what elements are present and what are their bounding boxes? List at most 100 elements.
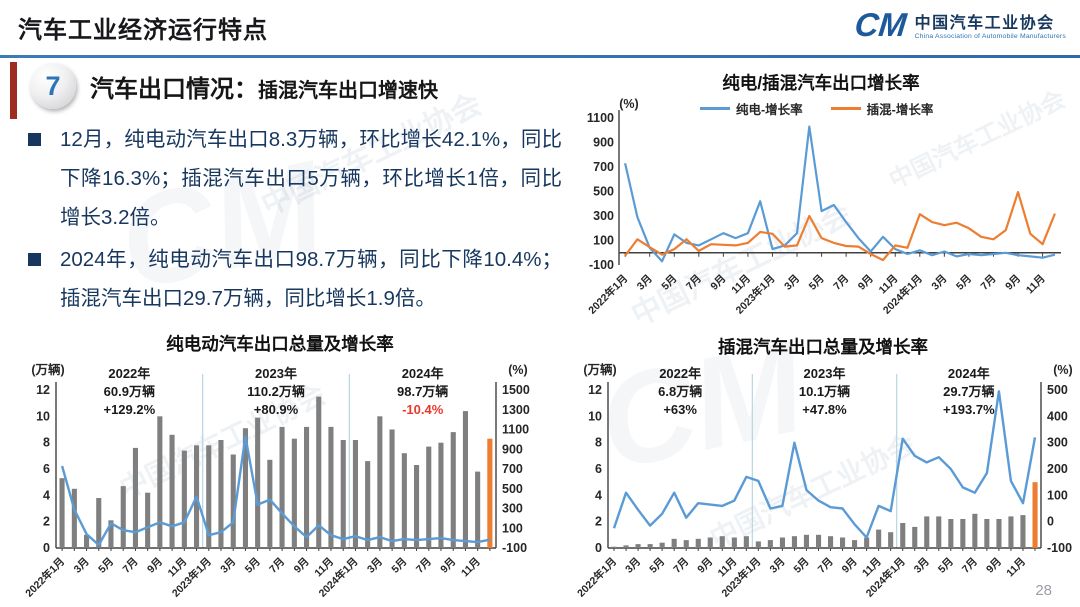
- export-bar: [377, 416, 383, 548]
- section-accent-bar: [10, 62, 17, 119]
- svg-text:3月: 3月: [929, 273, 949, 293]
- svg-text:0: 0: [595, 541, 602, 555]
- svg-text:-100: -100: [1047, 541, 1072, 555]
- legend-label: 纯电-增长率: [736, 103, 803, 117]
- export-bar: [426, 446, 432, 548]
- growth-line: [612, 390, 1037, 539]
- logo-name-en: China Association of Automobile Manufact…: [914, 33, 1066, 40]
- svg-text:5月: 5月: [807, 273, 827, 293]
- legend-item-bev: 纯电-增长率: [700, 99, 803, 118]
- export-bar: [59, 478, 65, 548]
- svg-text:400: 400: [1047, 409, 1068, 423]
- svg-text:11月: 11月: [1024, 273, 1048, 297]
- svg-text:900: 900: [502, 442, 523, 456]
- line-series: [624, 190, 1056, 262]
- phev-exports-chart-canvas: 0 2 4 6 8 10 12 -100 0 100 200 300 400 500 (万辆) (%) 2022…: [574, 362, 1072, 600]
- svg-text:0: 0: [43, 541, 50, 555]
- export-bar: [340, 440, 346, 548]
- svg-text:7月: 7月: [414, 556, 434, 576]
- svg-text:7月: 7月: [671, 556, 691, 576]
- svg-text:8: 8: [43, 436, 50, 450]
- section-heading: 7 汽车出口情况：插混汽车出口增速快: [30, 63, 438, 109]
- annotation-growth: +63%: [663, 402, 697, 417]
- export-bar: [84, 534, 90, 548]
- svg-text:2022年1月: 2022年1月: [23, 555, 68, 600]
- svg-text:500: 500: [1047, 383, 1068, 397]
- export-bar: [936, 516, 942, 548]
- annotation-growth: +193.7%: [943, 402, 995, 417]
- svg-text:300: 300: [593, 209, 614, 223]
- svg-text:7月: 7月: [831, 273, 851, 293]
- export-bar: [108, 520, 114, 548]
- export-bar: [767, 540, 773, 548]
- legend-item-phev: 插混-增长率: [830, 99, 933, 118]
- svg-text:5月: 5月: [936, 556, 956, 576]
- export-bar: [291, 438, 297, 548]
- svg-text:12: 12: [588, 383, 602, 397]
- svg-text:2022年1月: 2022年1月: [586, 272, 631, 316]
- svg-text:1500: 1500: [502, 383, 530, 397]
- svg-text:200: 200: [1047, 462, 1068, 476]
- svg-text:12: 12: [36, 383, 50, 397]
- svg-text:3月: 3月: [623, 556, 643, 576]
- export-bar: [279, 426, 285, 548]
- export-bar: [743, 536, 749, 548]
- export-bar: [1020, 515, 1026, 548]
- svg-text:4: 4: [595, 488, 602, 502]
- export-bar: [475, 471, 481, 548]
- svg-text:4: 4: [43, 488, 50, 502]
- annotation-total: 110.2万辆: [247, 384, 305, 399]
- chart-title-growth-comparison: 纯电/插混汽车出口增长率: [722, 73, 920, 93]
- svg-text:9月: 9月: [695, 556, 715, 576]
- export-bar: [659, 542, 665, 548]
- export-bar: [71, 488, 77, 549]
- svg-text:300: 300: [1047, 436, 1068, 450]
- svg-text:11月: 11月: [459, 556, 483, 580]
- export-bar: [487, 438, 493, 548]
- section-number-badge: 7: [30, 63, 76, 109]
- svg-text:7月: 7月: [960, 556, 980, 576]
- svg-text:9月: 9月: [145, 556, 165, 576]
- svg-text:100: 100: [1047, 488, 1068, 502]
- export-bar: [438, 442, 444, 548]
- export-bar: [816, 534, 822, 548]
- svg-text:-100: -100: [589, 258, 614, 272]
- line-series: [624, 125, 1056, 263]
- svg-text:700: 700: [593, 160, 614, 174]
- svg-text:9月: 9月: [1003, 273, 1023, 293]
- svg-text:100: 100: [593, 234, 614, 248]
- export-bar: [218, 440, 224, 548]
- page-number: 28: [1035, 582, 1052, 599]
- export-bar: [316, 396, 322, 548]
- export-bar: [731, 537, 737, 548]
- section-subtitle: 插混汽车出口增速快: [258, 79, 438, 102]
- export-bar: [779, 537, 785, 548]
- section-title: 汽车出口情况：: [90, 75, 258, 103]
- export-bar: [683, 540, 689, 548]
- svg-text:8: 8: [595, 436, 602, 450]
- export-bar: [635, 544, 641, 548]
- export-bar: [230, 454, 236, 548]
- annotation-growth: +47.8%: [802, 402, 847, 417]
- export-bar: [242, 428, 248, 548]
- export-bar: [972, 513, 978, 548]
- export-bar: [984, 519, 990, 548]
- chart-legend: 纯电-增长率 插混-增长率: [700, 99, 933, 118]
- svg-text:9月: 9月: [856, 273, 876, 293]
- export-bar: [96, 498, 102, 548]
- svg-text:-100: -100: [502, 541, 527, 555]
- svg-text:7月: 7月: [121, 556, 141, 576]
- export-bar: [803, 534, 809, 548]
- svg-text:(%): (%): [508, 363, 527, 377]
- export-bar: [1032, 482, 1038, 548]
- svg-text:7月: 7月: [684, 273, 704, 293]
- svg-text:9月: 9月: [984, 556, 1004, 576]
- export-bar: [695, 538, 701, 548]
- bullet-list: 12月，纯电动汽车出口8.3万辆，环比增长42.1%，同比下降16.3%；插混汽…: [26, 120, 562, 321]
- export-bar: [948, 519, 954, 548]
- export-bar: [169, 434, 175, 548]
- svg-text:1300: 1300: [502, 403, 530, 417]
- export-bar: [157, 416, 163, 548]
- header-divider: [0, 55, 1080, 58]
